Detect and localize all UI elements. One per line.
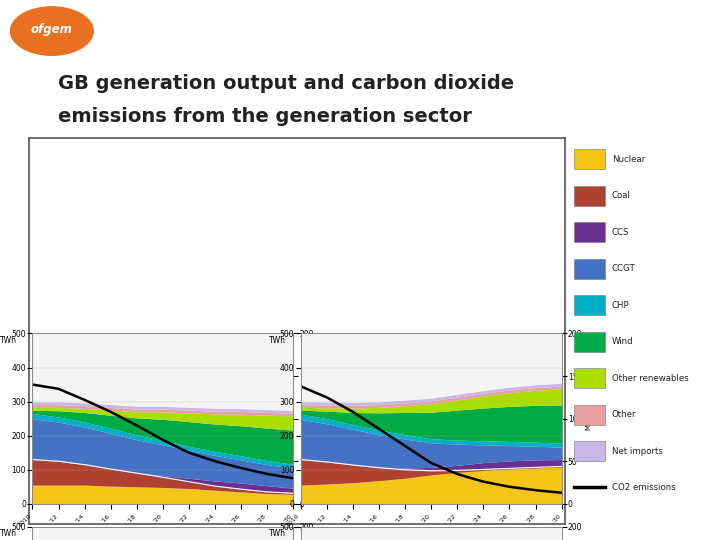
Bar — [574, 368, 605, 388]
Bar — [574, 332, 605, 352]
Text: Dash for Energy: Dash for Energy — [116, 528, 210, 537]
Text: Other: Other — [612, 410, 636, 419]
Bar — [574, 295, 605, 315]
Text: Other renewables: Other renewables — [612, 374, 688, 383]
Bar — [574, 404, 605, 424]
Y-axis label: TWh: TWh — [269, 529, 286, 538]
Text: Nuclear: Nuclear — [612, 155, 645, 164]
Text: Promoting choice and value: Promoting choice and value — [112, 15, 296, 28]
Y-axis label: MtCO₂: MtCO₂ — [317, 408, 323, 429]
Y-axis label: TWh: TWh — [1, 336, 17, 346]
Y-axis label: TWh: TWh — [269, 336, 286, 346]
Bar — [574, 259, 605, 279]
Y-axis label: TWh: TWh — [1, 529, 17, 538]
Text: for all gas and electricity customers: for all gas and electricity customers — [112, 42, 275, 51]
Bar — [574, 441, 605, 461]
Text: Wind: Wind — [612, 337, 634, 346]
Text: Slow Growth: Slow Growth — [394, 528, 468, 537]
Text: ofgem: ofgem — [31, 23, 73, 36]
Text: 13: 13 — [683, 516, 706, 534]
Text: CO2 emissions: CO2 emissions — [612, 483, 675, 492]
Bar — [574, 150, 605, 170]
Bar — [574, 186, 605, 206]
Y-axis label: MtCO₂: MtCO₂ — [585, 408, 591, 429]
Text: Green Transition: Green Transition — [114, 334, 212, 345]
Text: Coal: Coal — [612, 191, 631, 200]
Ellipse shape — [10, 7, 94, 55]
Text: CCGT: CCGT — [612, 264, 636, 273]
Text: Green Stimulus: Green Stimulus — [386, 334, 477, 345]
Text: emissions from the generation sector: emissions from the generation sector — [58, 107, 472, 126]
Text: GB generation output and carbon dioxide: GB generation output and carbon dioxide — [58, 73, 514, 93]
Text: CHP: CHP — [612, 301, 629, 310]
Text: Net imports: Net imports — [612, 447, 662, 456]
Text: CCS: CCS — [612, 228, 629, 237]
Bar — [574, 222, 605, 242]
